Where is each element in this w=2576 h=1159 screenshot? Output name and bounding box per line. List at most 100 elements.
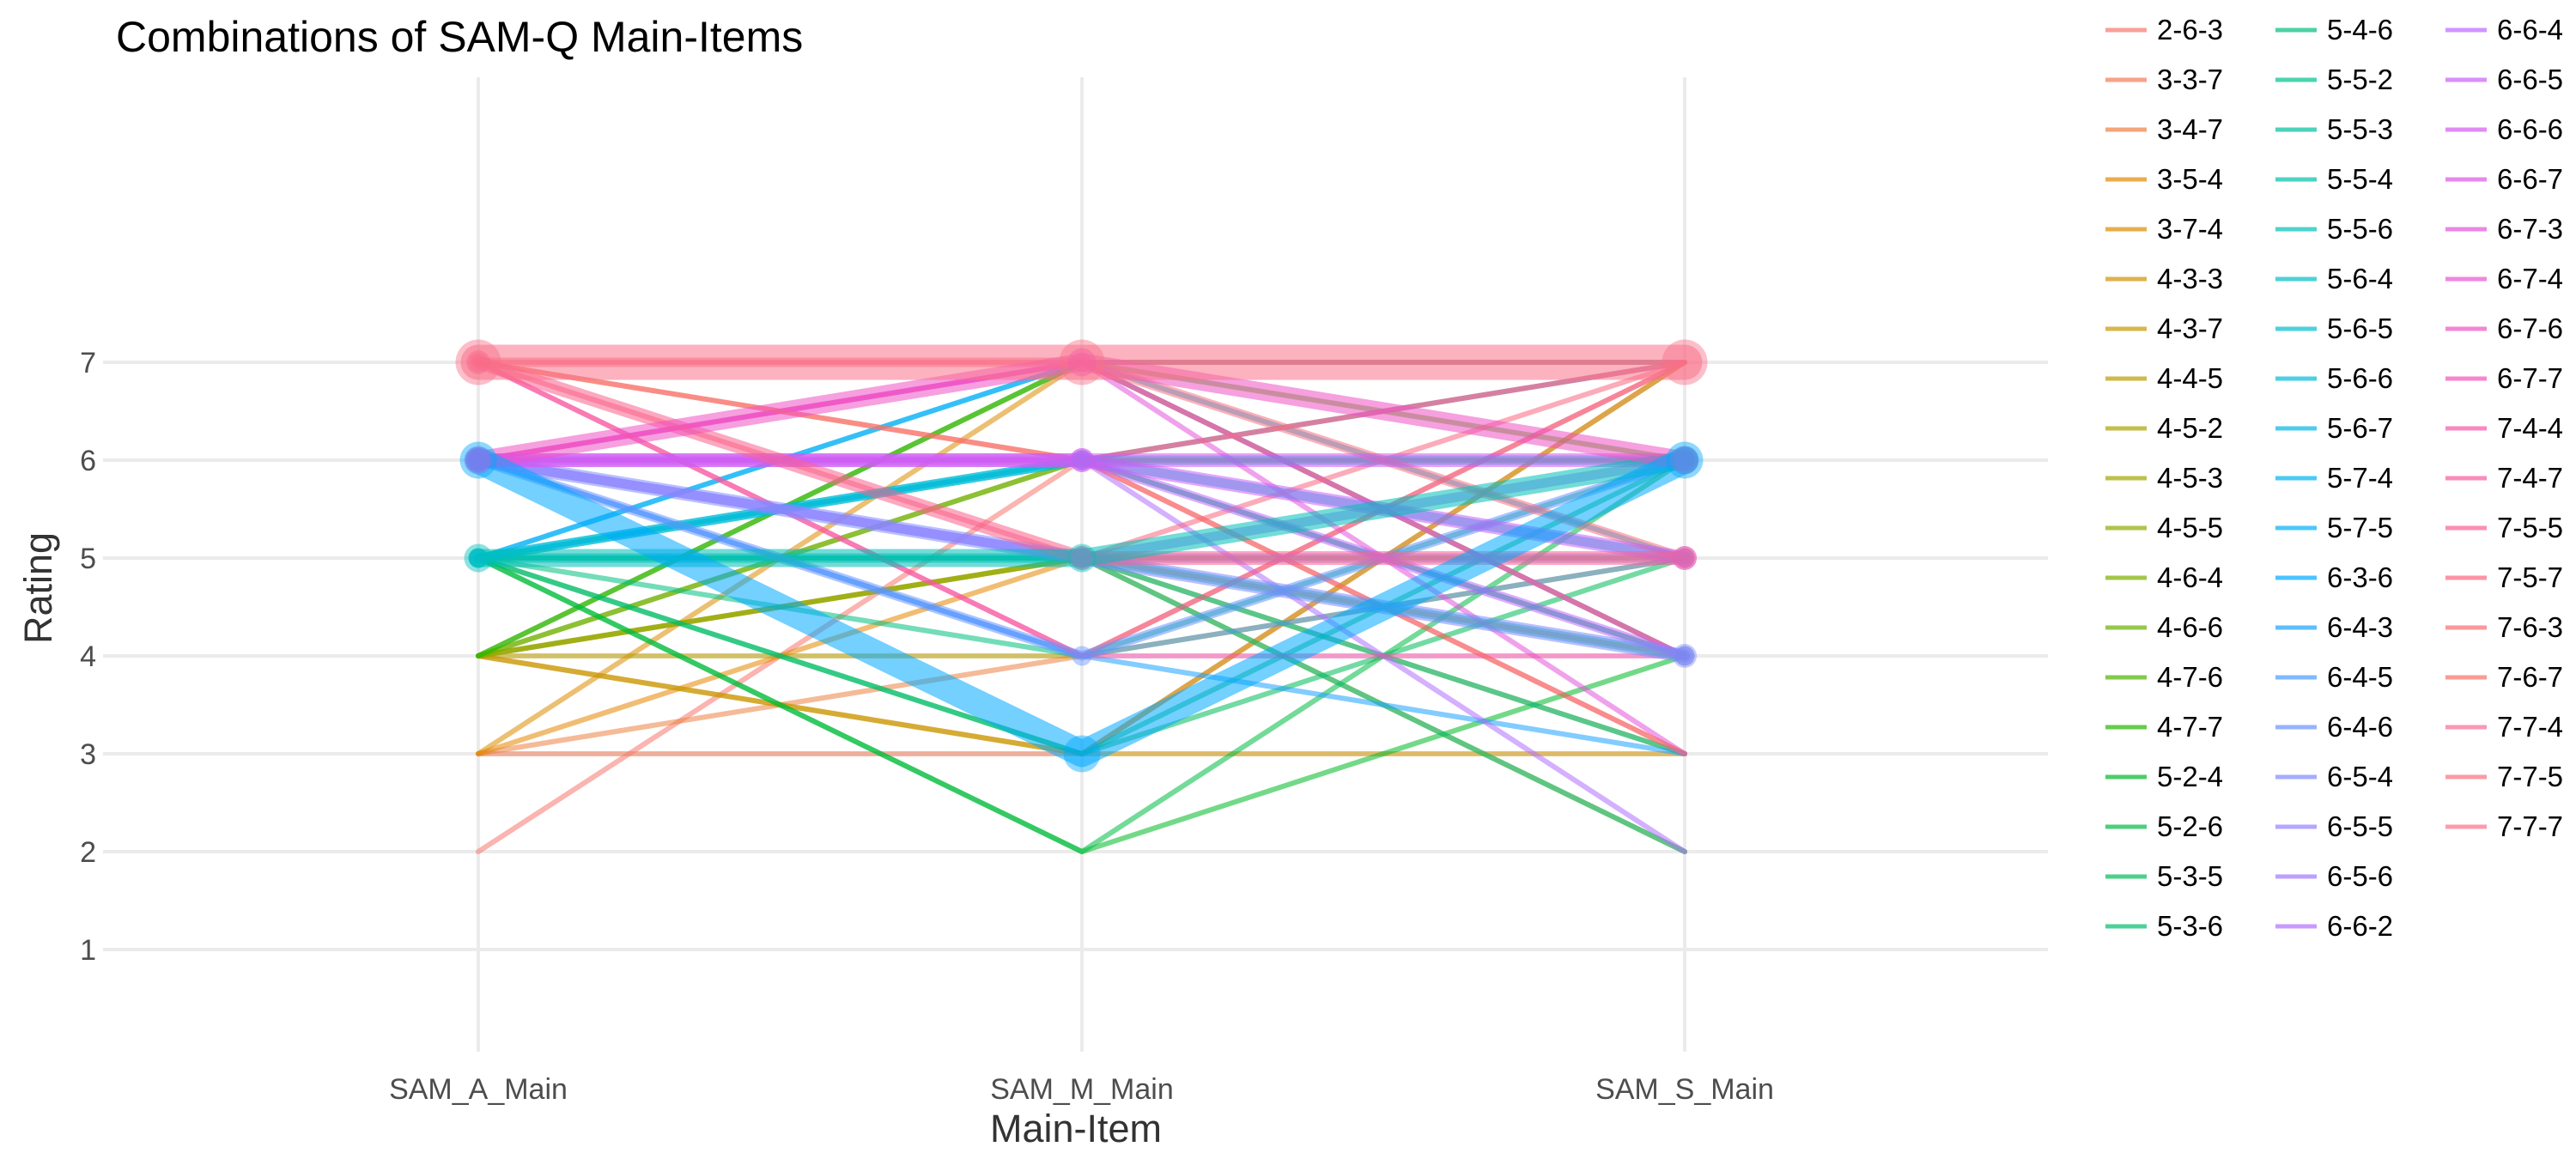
legend-item: 6-5-6 <box>2275 860 2393 892</box>
series-point-6-5-5 <box>468 450 489 470</box>
legend-label: 5-2-4 <box>2157 761 2223 792</box>
legend-label: 5-7-5 <box>2327 512 2393 543</box>
legend-item: 5-2-4 <box>2105 761 2223 792</box>
legend-item: 5-4-6 <box>2275 14 2393 46</box>
series-point-6-7-6 <box>464 446 493 475</box>
series-point-6-6-6 <box>466 448 490 472</box>
legend-item: 4-7-6 <box>2105 661 2223 693</box>
legend-item: 7-5-7 <box>2445 561 2563 593</box>
series-point-6-6-6 <box>1070 448 1094 472</box>
series-point-6-4-6 <box>1674 450 1695 470</box>
legend-label: 6-6-5 <box>2497 64 2563 95</box>
legend-item: 7-4-4 <box>2445 412 2563 444</box>
series-point-5-6-6 <box>468 548 489 568</box>
legend-item: 7-7-5 <box>2445 761 2563 792</box>
legend-label: 7-6-3 <box>2497 611 2563 643</box>
legend-label: 6-7-3 <box>2497 213 2563 245</box>
legend-label: 7-7-5 <box>2497 761 2563 792</box>
series-point-7-5-5 <box>1673 546 1697 570</box>
legend-label: 7-5-7 <box>2497 561 2563 593</box>
legend-item: 3-3-7 <box>2105 64 2223 95</box>
legend-item: 4-4-5 <box>2105 362 2223 394</box>
legend-item: 7-7-7 <box>2445 810 2563 842</box>
series-point-7-7-7 <box>1059 339 1105 385</box>
series-point-6-5-6 <box>468 450 489 470</box>
y-axis-title: Rating <box>16 532 60 644</box>
legend: 2-6-3 3-3-7 3-4-7 3-5-4 3-7-4 4-3-3 4-3-7 4-4-5… <box>2105 14 2563 942</box>
legend-label: 3-5-4 <box>2157 163 2223 195</box>
series-point-6-3-6 <box>1063 735 1101 773</box>
series-point-7-7-7 <box>1662 339 1708 385</box>
legend-label: 6-5-5 <box>2327 810 2393 842</box>
legend-label: 6-5-6 <box>2327 860 2393 892</box>
series-point-7-5-5 <box>1070 546 1094 570</box>
legend-label: 7-4-7 <box>2497 462 2563 494</box>
legend-item: 7-4-7 <box>2445 462 2563 494</box>
legend-item: 6-5-5 <box>2275 810 2393 842</box>
series-point-7-7-5 <box>1674 548 1695 568</box>
legend-label: 4-5-2 <box>2157 412 2223 444</box>
legend-label: 4-3-7 <box>2157 313 2223 344</box>
y-axis-ticks: 1 2 3 4 5 6 7 <box>80 347 96 967</box>
legend-item: 5-6-4 <box>2275 263 2393 294</box>
x-tick-label: SAM_M_Main <box>990 1073 1174 1106</box>
series-point-6-5-5 <box>1674 548 1695 568</box>
legend-label: 6-7-7 <box>2497 362 2563 394</box>
legend-label: 6-7-4 <box>2497 263 2563 294</box>
legend-item: 3-7-4 <box>2105 213 2223 245</box>
legend-item: 7-5-5 <box>2445 512 2563 543</box>
series-point-5-5-4 <box>1674 646 1695 666</box>
legend-label: 5-6-5 <box>2327 313 2393 344</box>
legend-label: 5-6-4 <box>2327 263 2393 294</box>
series-lines <box>460 344 1703 854</box>
legend-item: 6-6-4 <box>2445 14 2563 46</box>
y-tick-label: 6 <box>80 445 96 477</box>
legend-item: 7-6-3 <box>2445 611 2563 643</box>
legend-item: 4-3-3 <box>2105 263 2223 294</box>
legend-label: 2-6-3 <box>2157 14 2223 46</box>
series-point-6-6-5 <box>1673 546 1697 570</box>
legend-label: 5-6-6 <box>2327 362 2393 394</box>
legend-item: 3-4-7 <box>2105 113 2223 145</box>
series-point-6-5-5 <box>1072 548 1092 568</box>
series-point-5-6-5 <box>1674 548 1695 568</box>
legend-label: 5-3-6 <box>2157 910 2223 942</box>
legend-item: 5-7-4 <box>2275 462 2393 494</box>
series-point-7-7-5 <box>1072 352 1092 373</box>
legend-item: 6-6-6 <box>2445 113 2563 145</box>
y-tick-label: 4 <box>80 640 96 673</box>
legend-item: 6-6-7 <box>2445 163 2563 195</box>
legend-item: 5-5-2 <box>2275 64 2393 95</box>
series-point-5-6-6 <box>1674 450 1695 470</box>
legend-label: 7-4-4 <box>2497 412 2563 444</box>
y-tick-label: 1 <box>80 934 96 967</box>
legend-label: 4-6-6 <box>2157 611 2223 643</box>
series-point-5-5-6 <box>464 543 493 573</box>
legend-label: 7-5-5 <box>2497 512 2563 543</box>
series-point-5-5-4 <box>468 548 489 568</box>
legend-label: 3-3-7 <box>2157 64 2223 95</box>
series-point-5-5-6 <box>1670 446 1699 475</box>
legend-item: 5-3-5 <box>2105 860 2223 892</box>
series-point-5-6-5 <box>468 548 489 568</box>
legend-label: 5-2-6 <box>2157 810 2223 842</box>
y-tick-label: 7 <box>80 347 96 379</box>
series-point-7-7-5 <box>468 352 489 373</box>
series-point-6-5-4 <box>1070 546 1094 570</box>
legend-item: 4-5-3 <box>2105 462 2223 494</box>
x-axis-ticks: SAM_A_Main SAM_M_Main SAM_S_Main <box>389 1073 1774 1106</box>
series-point-6-7-6 <box>1670 446 1699 475</box>
legend-label: 4-7-6 <box>2157 661 2223 693</box>
legend-label: 6-5-4 <box>2327 761 2393 792</box>
legend-label: 6-6-2 <box>2327 910 2393 942</box>
legend-label: 4-5-5 <box>2157 512 2223 543</box>
legend-label: 7-7-4 <box>2497 711 2563 743</box>
legend-item: 5-6-6 <box>2275 362 2393 394</box>
legend-label: 6-6-6 <box>2497 113 2563 145</box>
legend-item: 6-7-6 <box>2445 313 2563 344</box>
legend-label: 6-6-4 <box>2497 14 2563 46</box>
legend-label: 5-3-5 <box>2157 860 2223 892</box>
legend-item: 6-4-6 <box>2275 711 2393 743</box>
series-point-6-4-6 <box>1072 646 1092 666</box>
legend-item: 7-6-7 <box>2445 661 2563 693</box>
